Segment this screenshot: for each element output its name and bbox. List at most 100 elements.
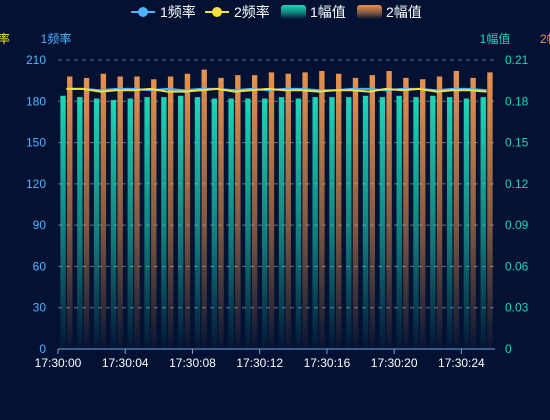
bar-amplitude-2 — [436, 76, 443, 349]
right-axis-name-outer: 2幅 — [540, 31, 550, 46]
x-tick-label: 17:30:16 — [304, 356, 351, 370]
bar-amplitude-1 — [278, 97, 285, 350]
left-axis-name: 1频率 — [41, 31, 72, 46]
y-left-tick-label: 30 — [33, 301, 47, 315]
line-series — [66, 87, 487, 93]
grid-lines — [58, 59, 495, 309]
y-right-tick-label: 0.21 — [505, 53, 529, 67]
y-left-tick-label: 60 — [33, 259, 47, 273]
bar-amplitude-1 — [446, 97, 453, 350]
y-left-tick-label: 0 — [39, 342, 46, 356]
y-left-tick-label: 150 — [26, 136, 46, 150]
bar-amplitude-2 — [167, 76, 174, 349]
bar-amplitude-1 — [262, 98, 268, 350]
bar-amplitude-2 — [134, 76, 140, 349]
legend-item[interactable]: 1幅值 — [281, 4, 346, 20]
bar-amplitude-2 — [184, 73, 191, 349]
y-right-tick-label: 0.15 — [505, 136, 529, 150]
bar-amplitude-2 — [302, 72, 308, 349]
y-left-tick-label: 90 — [33, 218, 47, 232]
bar-amplitude-1 — [144, 97, 150, 350]
x-tick-label: 17:30:24 — [438, 356, 485, 370]
bar-amplitude-1 — [77, 97, 83, 350]
x-tick-label: 17:30:20 — [371, 356, 418, 370]
bar-amplitude-2 — [83, 77, 90, 349]
legend-item[interactable]: 1频率 — [131, 4, 196, 20]
legend-dot-icon — [212, 7, 222, 17]
bar-amplitude-2 — [487, 72, 493, 349]
bar-amplitude-1 — [127, 98, 133, 350]
legend-bar-icon — [357, 5, 382, 19]
bar-amplitude-2 — [285, 73, 291, 349]
bar-amplitude-1 — [245, 98, 251, 350]
y-right-tick-label: 0.18 — [505, 94, 529, 108]
bar-amplitude-1 — [413, 97, 419, 350]
bar-amplitude-1 — [93, 98, 100, 350]
legend-label: 2频率 — [234, 4, 270, 20]
bar-amplitude-2 — [268, 72, 275, 349]
bar-amplitude-2 — [403, 77, 409, 349]
y-left-tick-label: 120 — [26, 177, 46, 191]
bar-amplitude-2 — [369, 75, 375, 349]
legend-label: 2幅值 — [386, 4, 422, 20]
axis-names: 频率 1频率 1幅值 2幅 — [0, 31, 550, 46]
bar-amplitude-1 — [295, 98, 302, 350]
bar-amplitude-1 — [178, 95, 184, 350]
bar-amplitude-1 — [396, 95, 402, 350]
x-tick-label: 17:30:04 — [102, 356, 149, 370]
bar-amplitude-2 — [201, 69, 207, 349]
bar-amplitude-1 — [161, 97, 167, 350]
bar-amplitude-1 — [329, 97, 335, 350]
x-tick-label: 17:30:12 — [236, 356, 283, 370]
bar-amplitude-2 — [218, 77, 224, 349]
bar-amplitude-1 — [346, 97, 352, 350]
y-right-tick-label: 0.09 — [505, 218, 529, 232]
axes: 0 30 60 90 120 150 180 210 0 0.03 0.06 0.09 0.12 0.15… — [26, 53, 529, 370]
y-right-tick-label: 0.06 — [505, 259, 529, 273]
legend-item[interactable]: 2幅值 — [357, 4, 422, 20]
y-right-tick-label: 0 — [505, 342, 512, 356]
bar-amplitude-1 — [379, 97, 386, 350]
bar-amplitude-2 — [386, 71, 392, 349]
legend-item[interactable]: 2频率 — [205, 4, 270, 20]
left-axis-name-outer: 频率 — [0, 31, 10, 46]
legend-label: 1幅值 — [310, 4, 346, 20]
right-axis-name: 1幅值 — [480, 31, 511, 46]
bar-amplitude-1 — [430, 95, 436, 350]
bar-amplitude-2 — [352, 77, 359, 349]
bar-amplitude-1 — [110, 99, 117, 350]
bar-amplitude-1 — [463, 98, 470, 350]
bar-amplitude-1 — [228, 98, 234, 350]
bar-amplitude-2 — [151, 79, 157, 350]
x-tick-label: 17:30:08 — [169, 356, 216, 370]
x-tick-label: 17:30:00 — [35, 356, 82, 370]
bar-amplitude-1 — [194, 97, 201, 350]
bar-amplitude-2 — [453, 71, 460, 349]
y-left-tick-label: 210 — [26, 53, 46, 67]
bar-amplitude-1 — [60, 95, 66, 350]
bar-amplitude-2 — [117, 76, 123, 349]
bar-amplitude-1 — [362, 95, 369, 350]
bar-amplitude-1 — [480, 97, 486, 350]
line-frequency-2 — [66, 87, 487, 93]
legend-bar-icon — [281, 5, 306, 19]
bar-amplitude-2 — [335, 73, 342, 349]
bar-amplitude-2 — [319, 71, 325, 349]
y-right-tick-label: 0.12 — [505, 177, 529, 191]
legend[interactable]: 1频率 2频率 1幅值 2幅值 — [131, 4, 422, 20]
bar-amplitude-2 — [420, 79, 426, 350]
legend-label: 1频率 — [160, 4, 196, 20]
bar-amplitude-2 — [251, 75, 258, 349]
bar-amplitude-1 — [312, 97, 318, 350]
bar-amplitude-1 — [211, 98, 218, 350]
bar-amplitude-2 — [235, 75, 241, 349]
bar-series — [60, 69, 493, 350]
y-left-tick-label: 180 — [26, 94, 46, 108]
y-right-tick-label: 0.03 — [505, 301, 529, 315]
bar-amplitude-2 — [67, 76, 73, 349]
bar-amplitude-2 — [100, 73, 107, 349]
legend-dot-icon — [138, 7, 148, 17]
bar-amplitude-2 — [470, 77, 476, 349]
